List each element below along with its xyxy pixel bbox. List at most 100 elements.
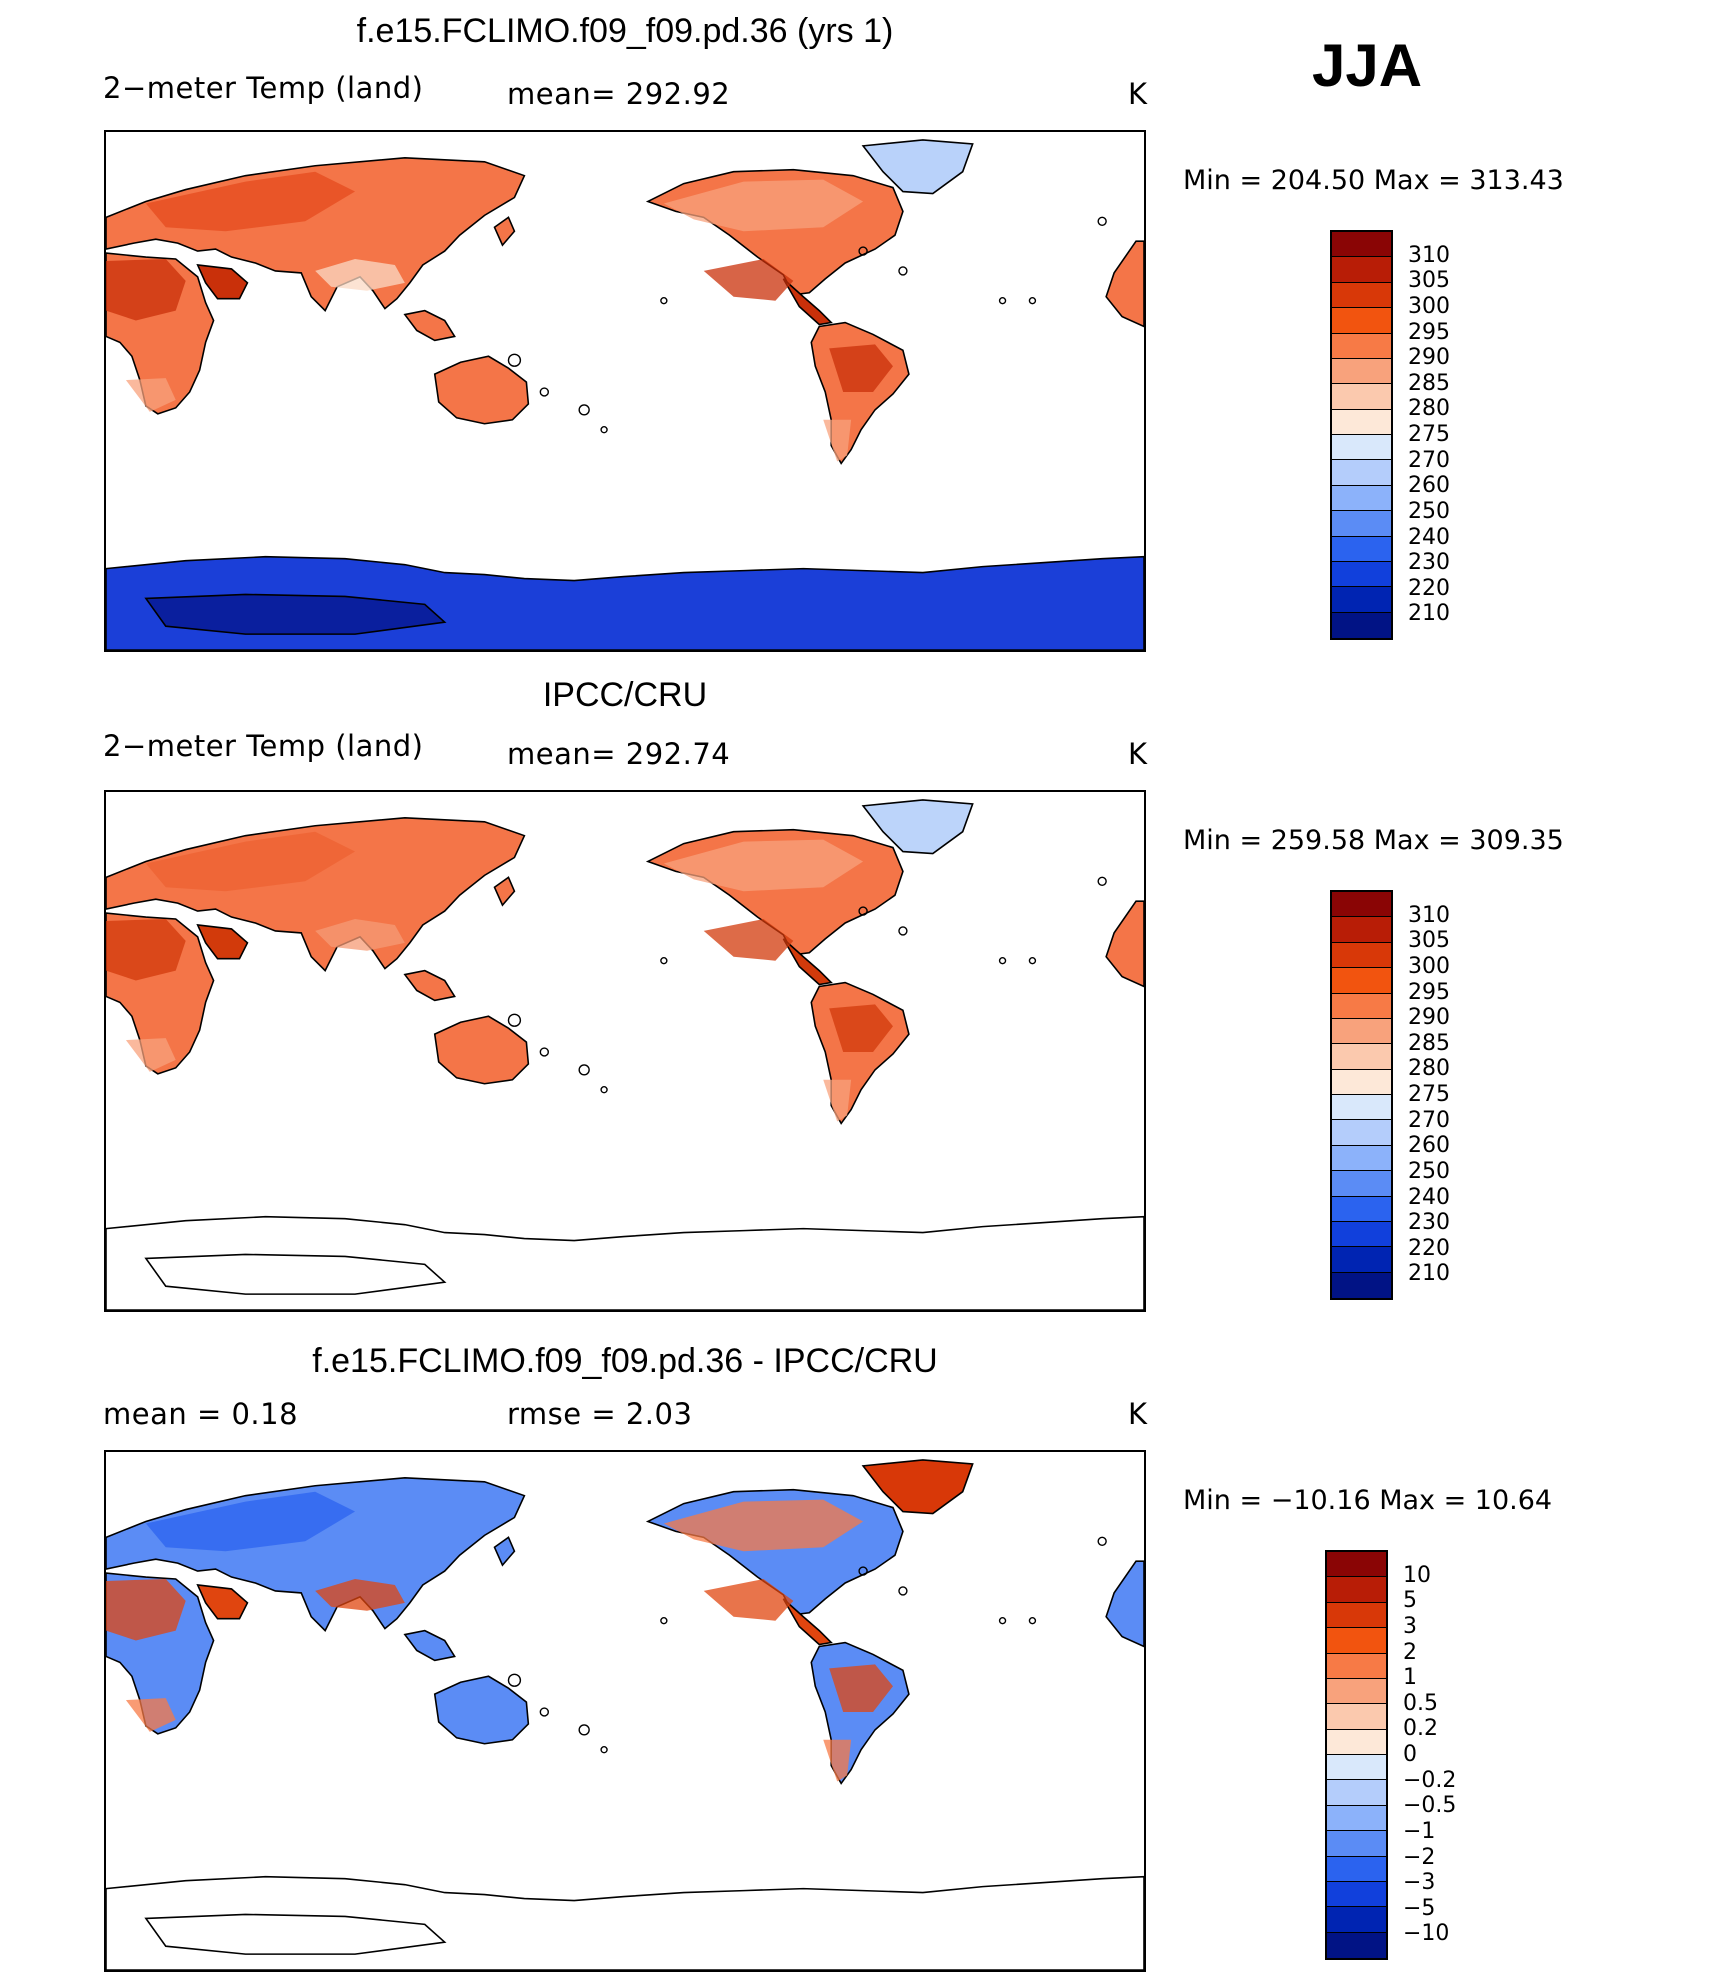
island-outline: [1097, 876, 1107, 886]
colorbar-tick-label: 270: [1408, 1107, 1450, 1133]
island-outline: [898, 926, 908, 936]
island-outline: [858, 246, 868, 256]
rmse-label: rmse = 2.03: [507, 1397, 693, 1431]
colorbar-tick-label: 290: [1408, 1005, 1450, 1031]
landmass-japan: [493, 876, 516, 907]
colorbar-swatch: [1332, 485, 1391, 512]
colorbar-tick-label: 220: [1408, 575, 1450, 601]
colorbar-tick-label: 240: [1408, 524, 1450, 550]
variable-label: 2−meter Temp (land): [103, 71, 424, 105]
map-shading: [823, 1739, 852, 1782]
unit-label: K: [1128, 737, 1148, 771]
landmass-samerica: [810, 1641, 910, 1785]
colorbar-tick-label: 240: [1408, 1184, 1450, 1210]
colorbar: [1330, 890, 1393, 1300]
colorbar-swatch: [1332, 409, 1391, 435]
panel-title: f.e15.FCLIMO.f09_f09.pd.36 - IPCC/CRU: [312, 1342, 938, 1380]
minmax-label: Min = −10.16 Max = 10.64: [1183, 1485, 1553, 1516]
map-obs: [104, 790, 1146, 1312]
colorbar-tick-label: −2: [1403, 1844, 1436, 1870]
colorbar-tick-label: 210: [1408, 1261, 1450, 1287]
colorbar-swatch: [1332, 942, 1391, 969]
colorbar-swatch: [1327, 1755, 1386, 1781]
landmass-greenland: [861, 139, 974, 195]
colorbar-swatch: [1327, 1602, 1386, 1629]
colorbar-swatch: [1327, 1653, 1386, 1679]
island-outline: [858, 906, 868, 916]
colorbar-tick-label: 3: [1403, 1613, 1417, 1639]
island-outline: [998, 957, 1007, 965]
season-label: JJA: [1312, 32, 1423, 99]
map-shading: [663, 1499, 864, 1552]
landmass-centralam: [782, 278, 833, 326]
landmass-australia: [433, 355, 530, 425]
colorbar-tick-label: 295: [1408, 979, 1450, 1005]
variable-label: 2−meter Temp (land): [103, 729, 424, 763]
panel-title: f.e15.FCLIMO.f09_f09.pd.36 (yrs 1): [356, 12, 894, 50]
colorbar-swatch: [1327, 1577, 1386, 1603]
colorbar-swatch: [1332, 1044, 1391, 1070]
colorbar-tick-label: 260: [1408, 473, 1450, 499]
colorbar-tick-label: −1: [1403, 1818, 1436, 1844]
map-shading: [145, 1491, 356, 1552]
colorbar-swatch: [1327, 1881, 1386, 1908]
colorbar-tick-label: 230: [1408, 550, 1450, 576]
colorbar-swatch: [1332, 917, 1391, 943]
colorbar-tick-label: 5: [1403, 1588, 1417, 1614]
landmass-arabia: [196, 1584, 249, 1620]
landmass-wafrica2: [1105, 1560, 1144, 1648]
colorbar-tick-label: 305: [1408, 928, 1450, 954]
map-svg: [106, 799, 1144, 1310]
landmass-antdeep: [144, 593, 447, 635]
colorbar-tick-label: 275: [1408, 1082, 1450, 1107]
colorbar-swatch: [1327, 1729, 1386, 1755]
landmass-japan: [493, 1536, 516, 1567]
map-diff: [104, 1450, 1146, 1972]
island-outline: [507, 1013, 522, 1027]
island-outline: [660, 297, 668, 305]
map-shading: [823, 419, 852, 462]
landmass-greenland: [861, 799, 974, 855]
island-outline: [578, 1064, 590, 1076]
map-shading: [829, 1004, 893, 1052]
island-outline: [507, 353, 522, 367]
colorbar-tick-label: 270: [1408, 447, 1450, 473]
colorbar-swatch: [1332, 968, 1391, 994]
colorbar-swatch: [1332, 1272, 1391, 1298]
colorbar-tick-label: −0.2: [1403, 1767, 1457, 1793]
island-outline: [539, 1047, 549, 1057]
colorbar-swatch: [1332, 1095, 1391, 1121]
island-outline: [600, 1746, 608, 1754]
map-shading: [703, 919, 794, 961]
colorbar-swatch: [1327, 1932, 1386, 1958]
colorbar-tick-label: 310: [1408, 902, 1450, 928]
island-outline: [1097, 1536, 1107, 1546]
map-svg: [106, 139, 1144, 650]
colorbar-swatch: [1332, 1247, 1391, 1273]
colorbar-swatch: [1332, 1196, 1391, 1222]
map-shading: [315, 1579, 405, 1611]
colorbar-swatch: [1332, 892, 1391, 918]
colorbar-swatch: [1332, 257, 1391, 283]
colorbar-tick-label: 1: [1403, 1665, 1417, 1691]
minmax-label: Min = 259.58 Max = 309.35: [1183, 825, 1564, 856]
colorbar-tick-label: 0: [1403, 1742, 1417, 1767]
island-outline: [600, 1086, 608, 1094]
landmass-seasia: [403, 969, 456, 1002]
island-outline: [998, 1617, 1007, 1625]
landmass-australia: [433, 1675, 530, 1745]
island-outline: [1028, 957, 1037, 965]
colorbar-tick-label: 2: [1403, 1639, 1417, 1665]
colorbar-tick-label: −0.5: [1403, 1793, 1457, 1819]
landmass-seasia: [403, 309, 456, 342]
colorbar-tick-label: 250: [1408, 498, 1450, 524]
colorbar-swatch: [1327, 1628, 1386, 1654]
map-shading: [125, 378, 176, 412]
colorbar-tick-label: 295: [1408, 319, 1450, 345]
map-shading: [106, 259, 186, 321]
island-outline: [507, 1673, 522, 1687]
colorbar-swatch: [1332, 232, 1391, 258]
colorbar-tick-label: 310: [1408, 242, 1450, 268]
island-outline: [1028, 297, 1037, 305]
map-shading: [315, 259, 405, 291]
